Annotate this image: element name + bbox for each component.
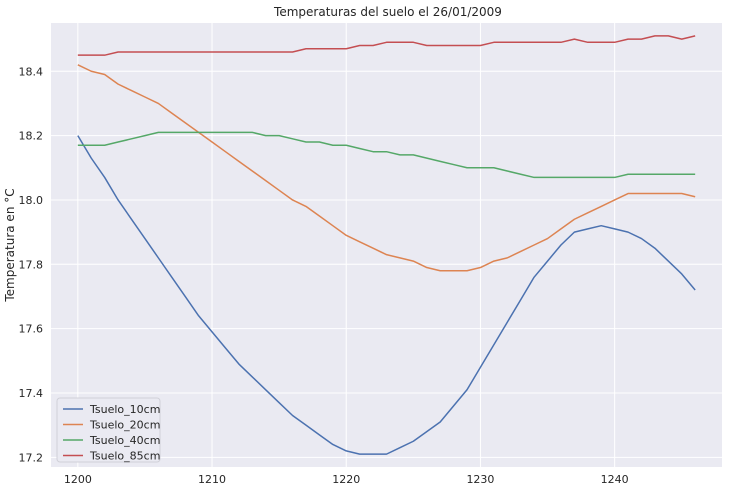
series-line-Tsuelo_20cm [77,64,696,272]
series-line-Tsuelo_40cm [77,131,696,179]
legend-label-Tsuelo_85cm: Tsuelo_85cm [89,450,160,463]
y-tick-label: 18.2 [19,130,44,143]
series-line-Tsuelo_10cm [77,135,696,455]
y-tick-label: 18.4 [19,65,44,78]
x-tick-label: 1200 [64,473,92,486]
x-axis-ticks: 1200 1210 1220 1230 1240 [64,473,629,486]
y-axis-label: Temperatura en °C [3,188,17,302]
y-axis-ticks: 17.2 17.4 17.6 17.8 18.0 18.2 18.4 [19,65,44,464]
legend-label-Tsuelo_20cm: Tsuelo_20cm [89,419,160,432]
y-tick-label: 17.6 [19,323,44,336]
y-tick-label: 17.4 [19,387,44,400]
chart-title: Temperaturas del suelo el 26/01/2009 [273,5,502,19]
y-tick-label: 17.2 [19,451,44,464]
legend-label-Tsuelo_10cm: Tsuelo_10cm [89,403,160,416]
legend-box [56,397,161,463]
x-tick-label: 1220 [332,473,360,486]
y-tick-label: 18.0 [19,194,44,207]
legend: Tsuelo_10cm Tsuelo_20cm Tsuelo_40cm Tsuelo_… [56,397,161,463]
series-lines [77,35,696,455]
y-tick-label: 17.8 [19,258,44,271]
x-tick-label: 1230 [466,473,494,486]
series-line-Tsuelo_85cm [77,35,696,56]
x-tick-label: 1240 [601,473,629,486]
legend-label-Tsuelo_40cm: Tsuelo_40cm [89,434,160,447]
x-tick-label: 1210 [198,473,226,486]
